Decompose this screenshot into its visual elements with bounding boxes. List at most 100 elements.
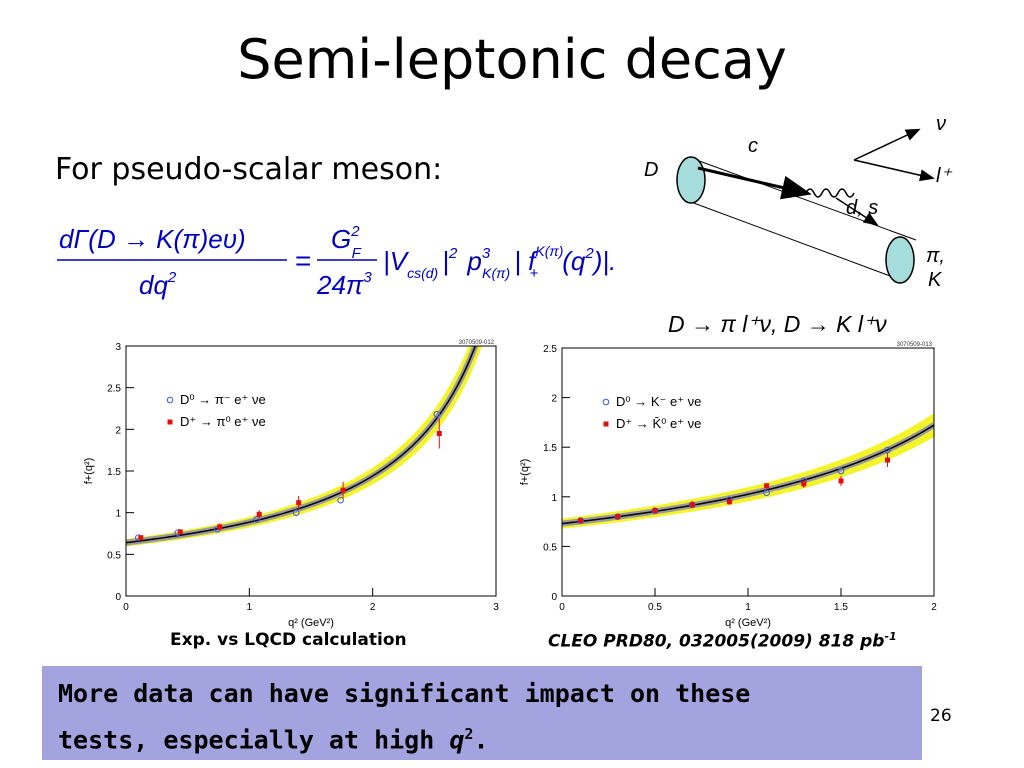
- final-meson-end: [885, 236, 915, 284]
- svg-text:=: =: [295, 245, 311, 276]
- data-point-square: [838, 478, 844, 484]
- y-axis-label: f+(q²): [519, 459, 531, 486]
- data-point-square: [764, 483, 770, 489]
- x-tick-label: 1.5: [834, 602, 848, 613]
- data-point-square: [726, 499, 732, 505]
- y-tick-label: 2.5: [543, 344, 557, 355]
- decay-rate-formula: dΓ(D → K(π)eυ) dq2 = G2 F 24π3 |Vcs(d) |2 p…: [57, 223, 616, 300]
- legend-marker: [602, 398, 610, 406]
- data-point-square: [436, 431, 442, 436]
- figure-tag: 3070509-013: [897, 342, 933, 348]
- svg-text:24π3: 24π3: [316, 269, 372, 300]
- lqcd-band-inner: [126, 346, 479, 546]
- svg-text:G2F: G2 F: [331, 223, 362, 262]
- process-text: D → π l⁺ν, D → K l⁺ν: [668, 311, 887, 337]
- slide-title: Semi-leptonic decay: [237, 28, 787, 91]
- x-tick-label: 1: [247, 602, 253, 613]
- data-point-circle: [763, 489, 770, 497]
- plot-frame: [125, 345, 497, 597]
- data-point-square: [217, 524, 223, 530]
- formula-vcs-sub: cs(d): [407, 265, 438, 281]
- x-tick-label: 1: [745, 602, 751, 613]
- y-tick-label: 2.5: [107, 384, 121, 395]
- x-tick-label: 3: [493, 602, 499, 613]
- y-tick-label: 0.5: [543, 542, 557, 553]
- data-point-circle: [433, 411, 441, 418]
- data-point-circle: [292, 509, 300, 516]
- data-point-circle: [884, 446, 891, 454]
- formula-p: p: [466, 246, 481, 276]
- y-tick-label: 1.5: [543, 443, 557, 454]
- callout-line-2: tests, especially at high q2.: [58, 725, 489, 755]
- label-c: c: [748, 135, 758, 157]
- x-tick-label: 0: [123, 602, 129, 613]
- formula-lhs-numerator: dΓ(D → K(π)eυ): [59, 224, 246, 254]
- formula-vcs: |V: [383, 246, 410, 276]
- formula-lhs-denominator: dq: [139, 270, 168, 300]
- formula-rhs-denominator: 24π: [316, 270, 364, 300]
- plot-kaon-form-factor: 0 0.5 1 1.5 2 0 0.5 1 1.5 2 2.5 q² (GeV²) f+(q²) 3070…: [519, 342, 937, 629]
- data-point-square: [801, 481, 807, 487]
- legend-label: D⁺ → K̄⁰ e⁺ νe: [616, 416, 701, 431]
- label-k: K: [928, 269, 943, 291]
- subheading: For pseudo-scalar meson:: [55, 152, 443, 187]
- x-tick-label: 0.5: [648, 602, 662, 613]
- label-lepton: l⁺: [936, 165, 952, 187]
- legend-label: D⁰ → K⁻ e⁺ νe: [616, 394, 701, 409]
- lqcd-band-inner: [562, 422, 934, 527]
- data-point-square: [296, 500, 302, 506]
- caption-right: CLEO PRD80, 032005(2009) 818 pb-1: [548, 630, 897, 652]
- data-point-square: [177, 529, 183, 535]
- data-point-square: [578, 518, 584, 524]
- decay-processes: D → π l⁺ν, D → K l⁺ν: [668, 311, 887, 337]
- plot-frame: [561, 347, 935, 597]
- data-point-circle: [837, 467, 845, 475]
- data-point-circle: [337, 496, 344, 504]
- legend-label: D⁺ → π⁰ e⁺ νe: [180, 414, 266, 429]
- lqcd-band-outer: [126, 346, 482, 547]
- label-d: D: [644, 159, 658, 181]
- legend-marker: [603, 421, 609, 427]
- plot-pion-form-factor: 0 1 2 3 0 0.5 1 1.5 2 2.5 3 q² (GeV²) f+(q²) 3070509-…: [83, 340, 499, 629]
- lqcd-curve: [126, 346, 477, 544]
- formula-rhs-numerator: G: [331, 224, 351, 254]
- y-axis-label: f+(q²): [83, 458, 95, 485]
- y-tick-label: 0.5: [107, 550, 121, 561]
- y-tick-label: 2: [551, 394, 557, 405]
- data-point-circle: [614, 513, 622, 520]
- data-point-square: [615, 514, 621, 520]
- x-axis-label: q² (GeV²): [288, 617, 334, 629]
- y-tick-label: 3: [115, 342, 121, 353]
- y-tick-label: 0: [551, 592, 557, 603]
- data-point-square: [340, 487, 346, 493]
- x-tick-label: 2: [370, 602, 376, 613]
- legend-marker: [166, 396, 174, 404]
- callout-line-1: More data can have significant impact on…: [58, 679, 751, 708]
- figure-tag: 3070509-012: [459, 340, 495, 346]
- data-point-circle: [651, 507, 659, 514]
- caption-left: Exp. vs LQCD calculation: [170, 630, 407, 650]
- data-point-circle: [577, 517, 584, 524]
- x-tick-label: 2: [931, 602, 937, 613]
- y-tick-label: 0: [115, 592, 121, 603]
- label-pi: π,: [926, 245, 945, 267]
- callout-box: More data can have significant impact on…: [42, 666, 922, 760]
- data-point-square: [885, 457, 890, 463]
- lqcd-curve: [562, 424, 934, 525]
- data-point-square: [689, 502, 695, 508]
- legend-marker: [167, 419, 173, 425]
- decay-diagram: D c ν l⁺ d, s π, K: [644, 113, 952, 291]
- w-boson-line: [805, 188, 855, 198]
- data-point-square: [652, 508, 658, 514]
- data-point-square: [256, 511, 262, 517]
- d-meson-end: [676, 156, 706, 204]
- page-number: 26: [930, 706, 952, 726]
- label-nu: ν: [936, 113, 946, 135]
- label-ds: d, s: [846, 197, 878, 219]
- formula-f: | f: [514, 246, 538, 276]
- y-tick-label: 1: [551, 493, 557, 504]
- svg-text:dq2: dq2: [139, 269, 177, 300]
- legend-label: D⁰ → π⁻ e⁺ νe: [180, 392, 266, 407]
- y-tick-label: 1.5: [107, 467, 121, 478]
